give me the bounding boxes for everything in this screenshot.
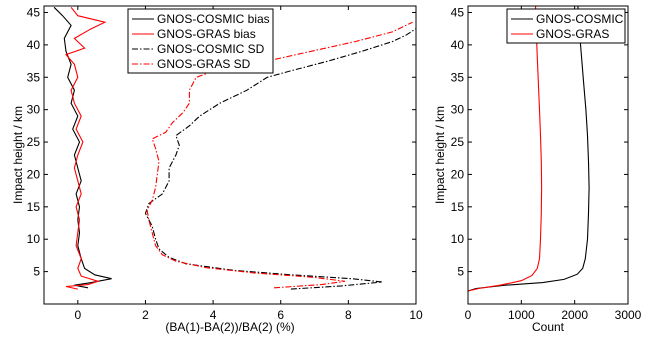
y-tick-label: 45 bbox=[451, 5, 465, 19]
y-tick-label: 25 bbox=[451, 135, 465, 149]
x-tick-label: 0 bbox=[465, 308, 472, 322]
y-tick-label: 35 bbox=[27, 70, 41, 84]
y-tick-label: 30 bbox=[451, 103, 465, 117]
y-tick-label: 10 bbox=[27, 232, 41, 246]
x-tick-label: 2000 bbox=[561, 308, 588, 322]
legend-entry: GNOS-GRAS bias bbox=[157, 27, 256, 41]
x-tick-label: 2 bbox=[142, 308, 149, 322]
legend-box bbox=[127, 8, 274, 74]
x-axis-label: Count bbox=[532, 320, 565, 334]
legend-entry: GNOS-GRAS SD bbox=[157, 57, 251, 71]
series-line-1 bbox=[467, 5, 590, 292]
x-axis-label: (BA(1)-BA(2))/BA(2) (%) bbox=[165, 320, 294, 334]
y-tick-label: 45 bbox=[27, 5, 41, 19]
y-tick-label: 20 bbox=[451, 167, 465, 181]
y-tick-label: 5 bbox=[33, 265, 40, 279]
series-line-3 bbox=[144, 28, 417, 290]
legend-entry: GNOS-COSMIC SD bbox=[157, 42, 265, 56]
x-tick-label: 8 bbox=[345, 308, 352, 322]
chart-panel-1: 0 2 4 6 8 10 5 10 15 20 25 30 35 40 45 (BA(1)-BA(2))/BA… bbox=[11, 5, 423, 334]
x-tick-label: 4 bbox=[210, 308, 217, 322]
series-line-1 bbox=[53, 6, 112, 289]
x-tick-label: 10 bbox=[409, 308, 423, 322]
y-tick-label: 40 bbox=[27, 38, 41, 52]
y-tick-label: 40 bbox=[451, 38, 465, 52]
legend-box bbox=[506, 8, 626, 44]
x-tick-label: 6 bbox=[277, 308, 284, 322]
x-tick-label: 1000 bbox=[508, 308, 535, 322]
series-line-2 bbox=[467, 5, 543, 292]
y-tick-label: 35 bbox=[451, 70, 465, 84]
y-tick-label: 15 bbox=[451, 200, 465, 214]
y-tick-label: 15 bbox=[27, 200, 41, 214]
y-tick-label: 10 bbox=[451, 232, 465, 246]
plot-frame bbox=[467, 5, 629, 305]
legend-entry: GNOS-COSMIC bbox=[536, 12, 624, 26]
y-tick-label: 25 bbox=[27, 135, 41, 149]
legend-entry: GNOS-COSMIC bias bbox=[157, 12, 270, 26]
y-tick-label: 5 bbox=[457, 265, 464, 279]
chart-panel-2: 0 1000 2000 3000 5 10 15 20 25 30 35 40 45 Count Impac… bbox=[433, 5, 642, 334]
plot-frame bbox=[43, 5, 417, 305]
legend-entry: GNOS-GRAS bbox=[536, 27, 609, 41]
y-axis-label: Impact height / km bbox=[11, 106, 25, 204]
y-tick-label: 20 bbox=[27, 167, 41, 181]
x-tick-label: 3000 bbox=[615, 308, 642, 322]
x-tick-label: 0 bbox=[74, 308, 81, 322]
y-axis-label: Impact height / km bbox=[433, 106, 447, 204]
y-tick-label: 30 bbox=[27, 103, 41, 117]
series-line-2 bbox=[65, 6, 107, 290]
